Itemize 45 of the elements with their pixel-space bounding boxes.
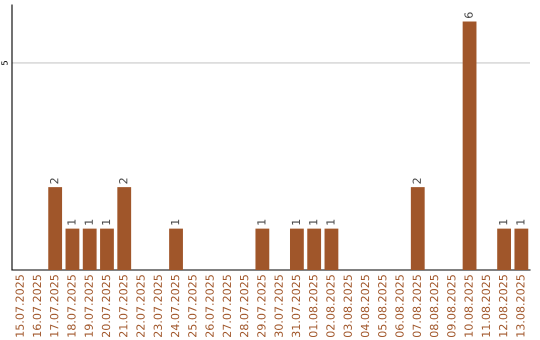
x-tick-label: 13.08.2025 bbox=[516, 275, 525, 337]
data-label: 2 bbox=[50, 178, 58, 184]
data-label: 1 bbox=[67, 220, 76, 225]
x-tick-label: 31.07.2025 bbox=[292, 275, 300, 337]
data-label: 1 bbox=[499, 220, 508, 225]
x-tick-label: 12.08.2025 bbox=[498, 275, 508, 337]
data-label: 1 bbox=[84, 220, 93, 225]
data-label: 1 bbox=[171, 220, 180, 225]
x-tick-label: 27.07.2025 bbox=[222, 275, 232, 337]
x-tick-label: 10.08.2025 bbox=[464, 275, 473, 337]
data-label: 1 bbox=[257, 220, 266, 225]
x-tick-label: 04.08.2025 bbox=[360, 275, 370, 338]
data-label: 1 bbox=[516, 220, 524, 225]
x-tick-label: 08.08.2025 bbox=[430, 275, 438, 338]
x-tick-label: 07.08.2025 bbox=[412, 275, 421, 338]
x-tick-label: 05.08.2025 bbox=[378, 275, 386, 338]
x-tick-label: 26.07.2025 bbox=[205, 275, 214, 337]
x-tick-label: 22.07.2025 bbox=[136, 275, 145, 337]
x-tick-label: 19.07.2025 bbox=[84, 275, 93, 337]
x-tick-label: 30.07.2025 bbox=[274, 275, 283, 337]
x-tick-label: 21.07.2025 bbox=[119, 275, 128, 337]
x-tick-label: 15.07.2025 bbox=[15, 275, 24, 337]
x-tick-label: 11.08.2025 bbox=[482, 275, 490, 337]
data-label: 2 bbox=[412, 178, 421, 184]
x-tick-label: 01.08.2025 bbox=[308, 275, 318, 338]
x-tick-label: 29.07.2025 bbox=[257, 275, 266, 337]
x-tick-label: 09.08.2025 bbox=[447, 275, 456, 338]
data-label: 1 bbox=[102, 220, 110, 225]
data-label: 6 bbox=[464, 12, 473, 18]
y-tick-label: 5 bbox=[1, 61, 8, 65]
x-tick-label: 23.07.2025 bbox=[154, 275, 162, 337]
x-tick-label: 25.07.2025 bbox=[188, 275, 197, 337]
data-label: 1 bbox=[309, 220, 318, 225]
x-tick-label: 03.08.2025 bbox=[344, 275, 352, 338]
x-tick-label: 16.07.2025 bbox=[32, 275, 42, 337]
x-tick-label: 24.07.2025 bbox=[170, 275, 180, 337]
x-tick-label: 06.08.2025 bbox=[395, 275, 404, 338]
x-tick-label: 17.07.2025 bbox=[50, 275, 58, 337]
data-label: 1 bbox=[326, 220, 334, 225]
x-tick-label: 02.08.2025 bbox=[326, 275, 335, 338]
x-tick-label: 28.07.2025 bbox=[240, 275, 248, 337]
x-tick-label: 20.07.2025 bbox=[102, 275, 110, 337]
data-label: 2 bbox=[119, 178, 128, 184]
data-label: 1 bbox=[292, 220, 300, 225]
x-tick-label: 18.07.2025 bbox=[67, 275, 76, 337]
